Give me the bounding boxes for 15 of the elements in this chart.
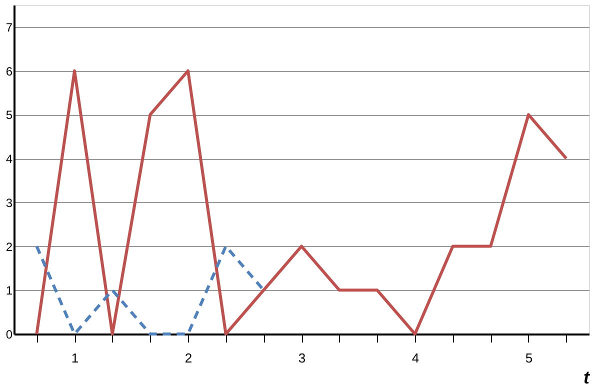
line-series <box>35 69 568 336</box>
y-tick-label: 3 <box>6 196 13 210</box>
x-tick-label: 2 <box>184 350 192 366</box>
x-tick-label: 3 <box>298 350 306 366</box>
y-tick-label: 6 <box>6 64 13 78</box>
y-tick-label: 0 <box>6 328 13 342</box>
y-tick-label: 2 <box>6 240 13 254</box>
x-tick-label: 1 <box>71 350 79 366</box>
y-tick-label: 5 <box>6 108 13 122</box>
y-tick-label: 4 <box>6 152 13 166</box>
x-tick-label: 5 <box>525 350 533 366</box>
y-tick-label: 1 <box>6 284 13 298</box>
x-axis-title: t <box>584 368 590 388</box>
x-tick-label: 4 <box>412 350 420 366</box>
y-tick-label: 7 <box>6 20 13 34</box>
